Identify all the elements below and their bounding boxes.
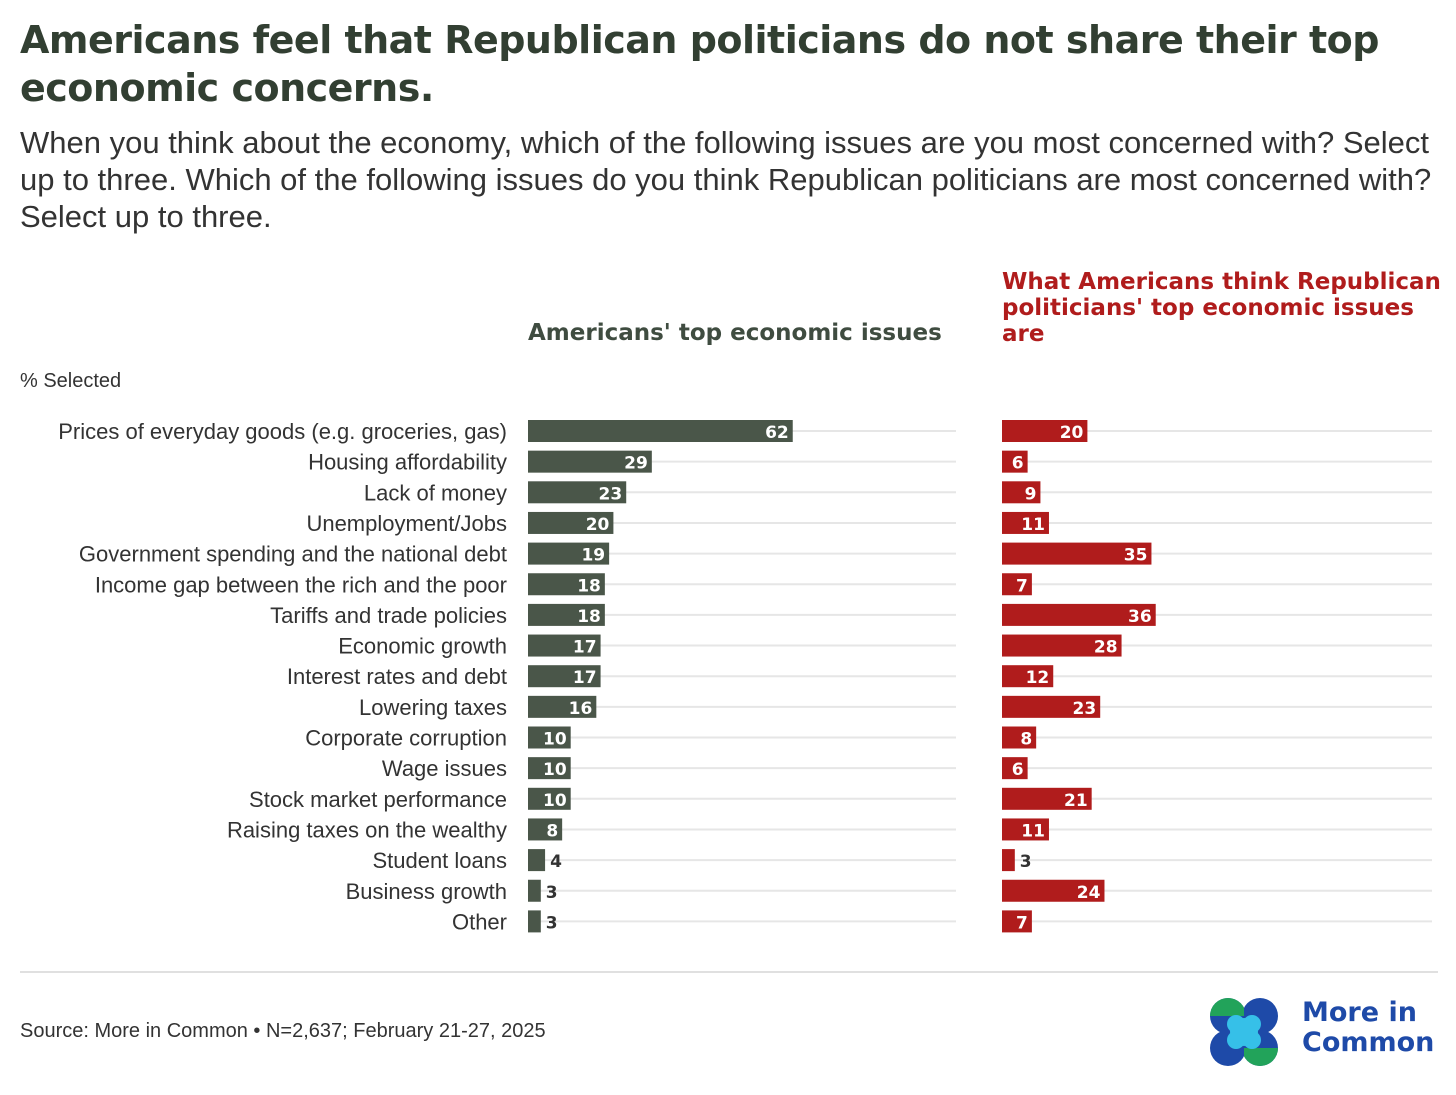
data-label-republicans: 8 [1020,730,1032,750]
bar-americans [528,603,605,626]
bar-americans [528,695,597,718]
category-label: Unemployment/Jobs [306,511,507,536]
data-label-americans: 62 [765,423,789,443]
bar-republicans [1002,726,1037,749]
logo-line-2: Common [1302,1027,1435,1058]
more-in-common-logo-icon [1210,998,1278,1066]
data-label-republicans: 28 [1094,638,1118,658]
data-label-americans: 3 [546,883,558,903]
bar-americans [528,481,627,504]
category-label: Prices of everyday goods (e.g. groceries… [58,419,507,444]
data-label-americans: 10 [543,760,567,780]
data-label-republicans: 20 [1060,423,1084,443]
category-label: Economic growth [338,634,507,659]
bar-republicans [1002,511,1049,534]
data-label-republicans: 3 [1020,852,1032,872]
bar-chart: Prices of everyday goods (e.g. groceries… [58,419,1432,934]
data-label-americans: 20 [586,515,610,535]
data-label-americans: 16 [569,699,593,719]
bar-americans [528,879,541,902]
category-label: Lack of money [364,480,507,505]
logo-wordmark: More in Common [1302,998,1434,1058]
data-label-americans: 3 [546,913,558,933]
bar-republicans [1002,634,1122,657]
data-label-republicans: 21 [1064,791,1088,811]
category-label: Housing affordability [308,450,507,475]
category-label: Lowering taxes [359,695,507,720]
category-label: Raising taxes on the wealthy [227,817,507,842]
data-label-republicans: 24 [1077,883,1101,903]
data-label-republicans: 23 [1073,699,1097,719]
bar-americans [528,573,605,596]
bar-americans [528,542,610,565]
category-label: Wage issues [382,756,507,781]
category-label: Stock market performance [249,787,507,812]
bar-republicans [1002,573,1032,596]
bar-americans [528,818,563,841]
bar-republicans [1002,849,1015,872]
more-in-common-logo: More in Common [1206,994,1446,1070]
bar-republicans [1002,665,1054,688]
bar-americans [528,450,652,473]
category-label: Income gap between the rich and the poor [95,572,507,597]
category-label: Other [452,909,507,934]
data-label-republicans: 6 [1012,454,1024,474]
data-label-americans: 23 [599,484,623,504]
data-label-republicans: 35 [1124,546,1148,566]
data-label-americans: 17 [573,638,597,658]
logo-line-1: More in [1302,997,1417,1028]
bar-republicans [1002,481,1041,504]
chart-subtitle: When you think about the economy, which … [20,125,1432,234]
bar-republicans [1002,879,1105,902]
bar-americans [528,726,571,749]
bar-republicans [1002,542,1152,565]
data-label-americans: 8 [546,821,558,841]
data-label-americans: 29 [624,454,648,474]
panel-title-republicans: What Americans think Republican politici… [1002,269,1441,347]
bar-americans [528,757,571,780]
category-label: Government spending and the national deb… [79,542,507,567]
category-label: Business growth [346,879,507,904]
data-label-americans: 10 [543,730,567,750]
data-label-americans: 17 [573,668,597,688]
footer-divider [20,971,1438,973]
data-label-republicans: 6 [1012,760,1024,780]
bar-americans [528,787,571,810]
data-label-americans: 18 [577,576,601,596]
data-label-americans: 10 [543,791,567,811]
bar-republicans [1002,603,1156,626]
category-label: Interest rates and debt [287,664,507,689]
percent-selected-label: % Selected [20,370,122,392]
data-label-republicans: 12 [1026,668,1050,688]
data-label-republicans: 11 [1021,821,1045,841]
bar-americans [528,910,541,933]
data-label-republicans: 9 [1025,484,1037,504]
bar-republicans [1002,910,1032,933]
data-label-americans: 19 [581,546,605,566]
chart-title: Americans feel that Republican politicia… [20,18,1379,110]
data-label-republicans: 36 [1128,607,1152,627]
data-label-republicans: 11 [1021,515,1045,535]
bar-republicans [1002,787,1092,810]
bar-americans [528,511,614,534]
data-label-republicans: 7 [1016,576,1028,596]
source-note: Source: More in Common • N=2,637; Februa… [20,1020,546,1042]
bar-americans [528,849,546,872]
bar-americans [528,665,601,688]
data-label-americans: 18 [577,607,601,627]
bar-republicans [1002,420,1088,442]
bar-republicans [1002,695,1101,718]
bar-republicans [1002,818,1049,841]
data-label-americans: 4 [550,852,562,872]
bar-americans [528,420,793,442]
category-label: Corporate corruption [305,726,507,751]
bar-republicans [1002,450,1028,473]
panel-title-americans: Americans' top economic issues [528,320,942,346]
data-label-republicans: 7 [1016,913,1028,933]
bar-republicans [1002,757,1028,780]
category-label: Student loans [372,848,507,873]
category-label: Tariffs and trade policies [270,603,507,628]
bar-americans [528,634,601,657]
